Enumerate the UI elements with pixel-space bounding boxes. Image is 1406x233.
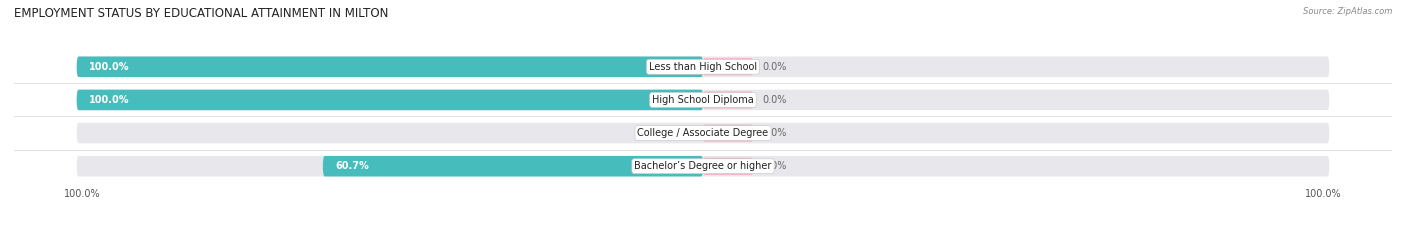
FancyBboxPatch shape	[703, 58, 754, 75]
Text: 60.7%: 60.7%	[336, 161, 370, 171]
Text: Source: ZipAtlas.com: Source: ZipAtlas.com	[1302, 7, 1392, 16]
Text: Less than High School: Less than High School	[650, 62, 756, 72]
FancyBboxPatch shape	[77, 156, 1329, 176]
Text: High School Diploma: High School Diploma	[652, 95, 754, 105]
Text: 100.0%: 100.0%	[89, 95, 129, 105]
FancyBboxPatch shape	[77, 57, 703, 77]
Text: 0.0%: 0.0%	[762, 128, 787, 138]
FancyBboxPatch shape	[77, 57, 1329, 77]
Text: 0.0%: 0.0%	[762, 161, 787, 171]
Text: 100.0%: 100.0%	[89, 62, 129, 72]
Text: EMPLOYMENT STATUS BY EDUCATIONAL ATTAINMENT IN MILTON: EMPLOYMENT STATUS BY EDUCATIONAL ATTAINM…	[14, 7, 388, 20]
Text: 0.0%: 0.0%	[666, 128, 690, 138]
Text: 100.0%: 100.0%	[65, 189, 101, 199]
Text: College / Associate Degree: College / Associate Degree	[637, 128, 769, 138]
FancyBboxPatch shape	[703, 158, 754, 175]
FancyBboxPatch shape	[77, 90, 1329, 110]
Text: 100.0%: 100.0%	[1305, 189, 1341, 199]
FancyBboxPatch shape	[703, 92, 754, 108]
FancyBboxPatch shape	[703, 125, 754, 141]
FancyBboxPatch shape	[77, 90, 703, 110]
FancyBboxPatch shape	[323, 156, 703, 176]
Text: 0.0%: 0.0%	[762, 62, 787, 72]
Text: Bachelor’s Degree or higher: Bachelor’s Degree or higher	[634, 161, 772, 171]
Text: 0.0%: 0.0%	[762, 95, 787, 105]
FancyBboxPatch shape	[77, 123, 1329, 143]
